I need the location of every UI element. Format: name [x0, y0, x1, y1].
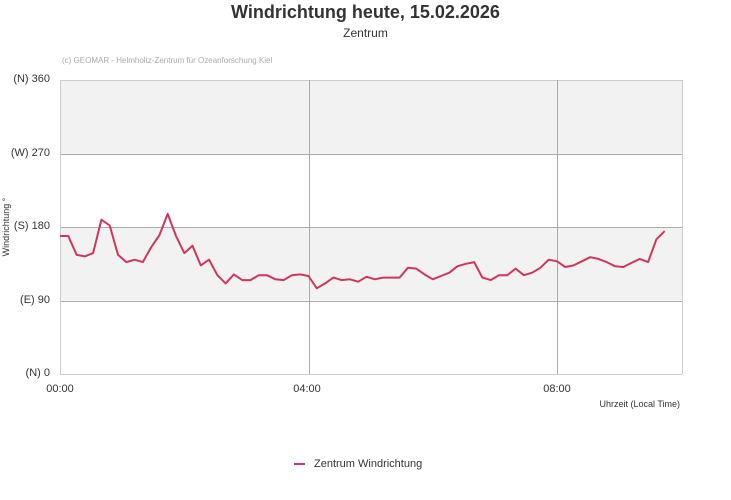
grid-lines [60, 80, 683, 375]
legend-label: Zentrum Windrichtung [314, 458, 423, 470]
legend-swatch-icon [294, 463, 305, 465]
series-line-zentrum[interactable] [60, 212, 666, 290]
y-tick-360: (N) 360 [13, 73, 50, 85]
y-tick-270: (W) 270 [10, 147, 50, 159]
x-tick-0000: 00:00 [46, 383, 74, 395]
legend-item-zentrum[interactable]: Zentrum Windrichtung [294, 458, 422, 470]
chart-subtitle: Zentrum [343, 26, 388, 40]
x-axis-label: Uhrzeit (Local Time) [599, 399, 680, 409]
x-tick-0400: 04:00 [293, 383, 321, 395]
chart-title: Windrichtung heute, 15.02.2026 [231, 2, 500, 22]
credit-text: (c) GEOMAR - Helmholtz-Zentrum für Ozean… [62, 56, 273, 65]
y-tick-0: (N) 0 [25, 367, 50, 379]
x-tick-0800: 08:00 [543, 383, 571, 395]
y-tick-90: (E) 90 [20, 294, 50, 306]
y-tick-180: (S) 180 [13, 220, 50, 232]
